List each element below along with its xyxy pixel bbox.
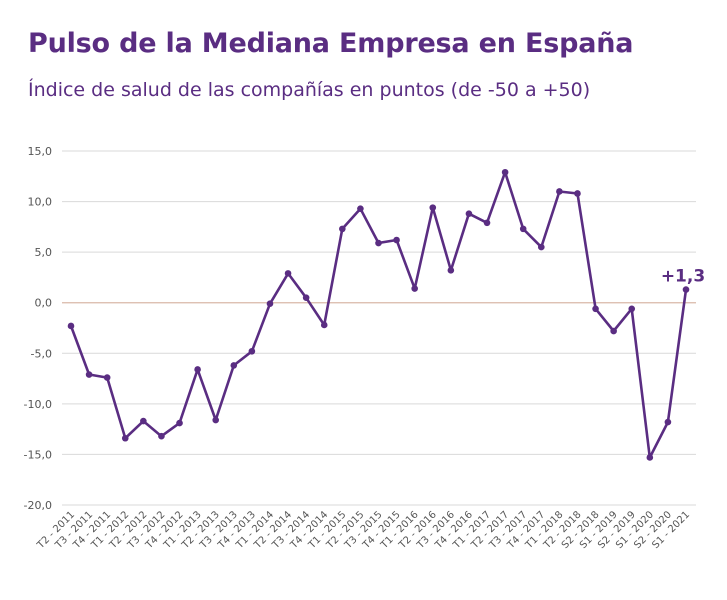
data-point bbox=[574, 190, 581, 197]
y-tick-label: 0,0 bbox=[35, 297, 53, 310]
data-point bbox=[610, 327, 617, 335]
final-value-label: +1,3 bbox=[661, 267, 705, 287]
y-tick-label: -15,0 bbox=[24, 448, 52, 461]
data-point bbox=[519, 225, 527, 233]
y-tick-label: -5,0 bbox=[31, 347, 52, 360]
chart-title: Pulso de la Mediana Empresa en España bbox=[28, 28, 634, 59]
data-point bbox=[67, 322, 75, 330]
data-point bbox=[357, 205, 364, 212]
data-point bbox=[230, 362, 238, 369]
data-point bbox=[121, 434, 129, 442]
y-tick-label: -10,0 bbox=[24, 398, 52, 411]
data-point bbox=[103, 374, 111, 381]
data-point bbox=[556, 188, 563, 195]
data-point bbox=[375, 239, 382, 247]
data-point bbox=[592, 305, 599, 313]
data-point bbox=[302, 294, 310, 301]
data-point bbox=[429, 204, 437, 211]
y-tick-label: 10,0 bbox=[28, 196, 53, 209]
data-point bbox=[646, 454, 654, 461]
data-point bbox=[483, 219, 491, 227]
series-line bbox=[69, 170, 688, 459]
data-point bbox=[320, 321, 328, 329]
data-point bbox=[158, 432, 165, 440]
data-point bbox=[339, 225, 346, 233]
data-point bbox=[284, 270, 292, 277]
data-point bbox=[266, 300, 274, 308]
y-tick-label: 5,0 bbox=[35, 246, 53, 259]
data-point bbox=[212, 416, 220, 424]
data-point bbox=[465, 210, 473, 218]
data-point bbox=[411, 285, 418, 292]
data-point bbox=[447, 267, 455, 274]
chart-subtitle: Índice de salud de las compañías en punt… bbox=[28, 79, 591, 101]
data-point bbox=[664, 418, 672, 426]
data-point bbox=[537, 243, 545, 251]
y-tick-label: -20,0 bbox=[24, 499, 52, 512]
data-point bbox=[85, 371, 93, 378]
data-point bbox=[628, 305, 636, 313]
data-point bbox=[140, 417, 147, 425]
data-point bbox=[682, 286, 690, 293]
data-point bbox=[248, 347, 256, 355]
data-point bbox=[176, 419, 183, 427]
data-point bbox=[194, 366, 201, 373]
data-point bbox=[501, 168, 509, 176]
y-tick-label: 15,0 bbox=[28, 145, 53, 158]
data-point bbox=[393, 236, 400, 244]
